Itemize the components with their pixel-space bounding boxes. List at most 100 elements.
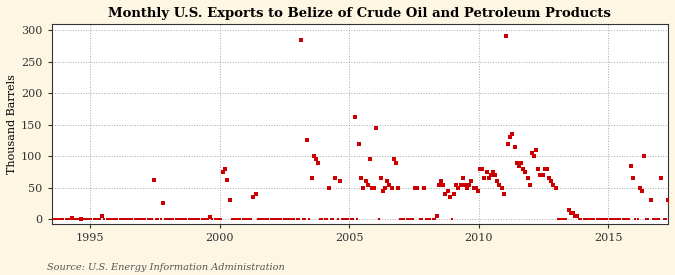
Point (302, 138, 313, 143)
Point (186, 217, 196, 221)
Point (429, 217, 440, 221)
Point (116, 217, 127, 221)
Point (132, 217, 142, 221)
Point (546, 179, 557, 184)
Point (220, 167, 231, 171)
Point (487, 170, 498, 174)
Point (352, 217, 362, 221)
Point (373, 217, 384, 221)
Point (397, 217, 408, 221)
Point (442, 189, 453, 193)
Point (188, 217, 198, 221)
Point (576, 217, 587, 221)
Point (308, 154, 319, 158)
Point (34, 217, 45, 221)
Point (350, 114, 360, 119)
Point (40, 217, 51, 221)
Point (123, 217, 134, 221)
Point (475, 167, 485, 171)
Point (622, 217, 632, 221)
Point (294, 217, 304, 221)
Point (477, 167, 487, 171)
Text: Source: U.S. Energy Information Administration: Source: U.S. Energy Information Administ… (47, 263, 285, 272)
Point (82, 217, 92, 221)
Point (406, 217, 416, 221)
Point (179, 217, 190, 221)
Point (261, 217, 272, 221)
Point (248, 195, 259, 199)
Point (121, 217, 132, 221)
Point (367, 186, 377, 190)
Point (237, 217, 248, 221)
Point (304, 217, 315, 221)
Point (436, 179, 447, 184)
Point (226, 217, 237, 221)
Point (384, 182, 395, 187)
Point (58, 217, 69, 221)
Point (444, 195, 455, 199)
Point (211, 217, 222, 221)
Point (654, 217, 665, 221)
Point (291, 217, 302, 221)
Point (153, 217, 164, 221)
Point (43, 217, 54, 221)
Point (418, 186, 429, 190)
Point (62, 217, 73, 221)
Point (65, 217, 76, 221)
Point (462, 186, 472, 190)
Point (207, 217, 218, 221)
Point (388, 157, 399, 162)
Point (168, 217, 179, 221)
Point (95, 217, 105, 221)
Point (524, 182, 535, 187)
Point (332, 217, 343, 221)
Point (148, 178, 159, 182)
Point (341, 217, 352, 221)
Point (501, 34, 512, 39)
Point (453, 186, 464, 190)
Point (498, 192, 509, 196)
Point (47, 217, 58, 221)
Point (339, 217, 350, 221)
Point (202, 217, 213, 221)
Point (276, 217, 287, 221)
Point (656, 176, 667, 180)
Point (464, 182, 475, 187)
Point (626, 163, 637, 168)
Point (438, 182, 449, 187)
Point (310, 157, 321, 162)
Point (589, 217, 600, 221)
Point (393, 186, 404, 190)
Point (356, 176, 367, 180)
Point (539, 167, 550, 171)
Point (580, 217, 591, 221)
Point (170, 217, 181, 221)
Point (347, 217, 358, 221)
Point (619, 217, 630, 221)
Point (358, 186, 369, 190)
Point (354, 141, 364, 146)
Point (399, 217, 410, 221)
Point (172, 217, 183, 221)
Point (669, 217, 675, 221)
Point (535, 173, 546, 177)
Point (408, 217, 418, 221)
Point (267, 217, 278, 221)
Point (246, 217, 256, 221)
Point (252, 217, 263, 221)
Point (103, 217, 114, 221)
Point (328, 217, 339, 221)
Point (382, 179, 393, 184)
Point (129, 217, 140, 221)
Point (645, 198, 656, 202)
Point (595, 217, 606, 221)
Point (164, 217, 175, 221)
Point (209, 217, 220, 221)
Point (240, 217, 250, 221)
Point (343, 217, 354, 221)
Point (516, 160, 526, 165)
Point (200, 217, 211, 221)
Point (300, 217, 310, 221)
Point (196, 217, 207, 221)
Point (233, 217, 244, 221)
